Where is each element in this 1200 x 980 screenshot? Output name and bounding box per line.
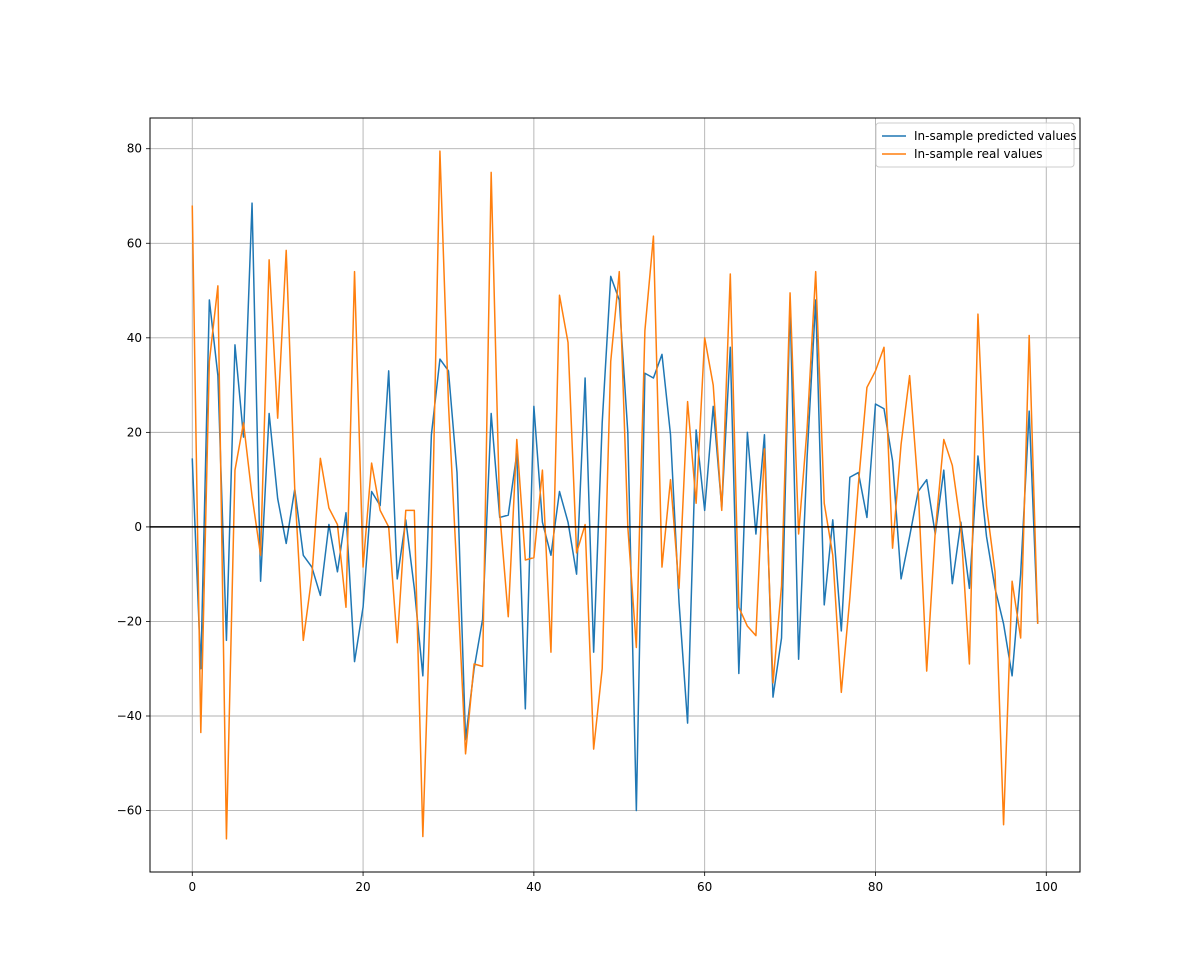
plot-frame bbox=[149, 117, 1081, 873]
legend: In-sample predicted values In-sample real… bbox=[875, 122, 1077, 168]
y-tick-label: 40 bbox=[127, 331, 142, 345]
legend-label: In-sample real values bbox=[914, 147, 1043, 161]
y-tick-label: 60 bbox=[127, 236, 142, 250]
y-tick-label: 0 bbox=[134, 520, 142, 534]
series-line-predicted bbox=[191, 202, 1039, 812]
y-tick-label: 20 bbox=[127, 425, 142, 439]
series-lines bbox=[191, 150, 1039, 840]
x-tick-label: 80 bbox=[868, 880, 883, 894]
series-line-real bbox=[191, 150, 1039, 840]
x-tick-label: 100 bbox=[1035, 880, 1058, 894]
legend-box bbox=[875, 122, 1075, 168]
y-tick-label: 80 bbox=[127, 142, 142, 156]
x-tick-label: 0 bbox=[188, 880, 196, 894]
y-tick-label: −40 bbox=[117, 709, 142, 723]
x-axis-ticks: 0 20 40 60 80 100 bbox=[188, 872, 1058, 894]
y-axis-ticks: −60 −40 −20 0 20 40 60 80 bbox=[117, 142, 150, 818]
y-tick-label: −20 bbox=[117, 614, 142, 628]
legend-label: In-sample predicted values bbox=[914, 129, 1077, 143]
x-tick-label: 20 bbox=[355, 880, 370, 894]
x-tick-label: 40 bbox=[526, 880, 541, 894]
x-tick-label: 60 bbox=[697, 880, 712, 894]
y-tick-label: −60 bbox=[117, 804, 142, 818]
